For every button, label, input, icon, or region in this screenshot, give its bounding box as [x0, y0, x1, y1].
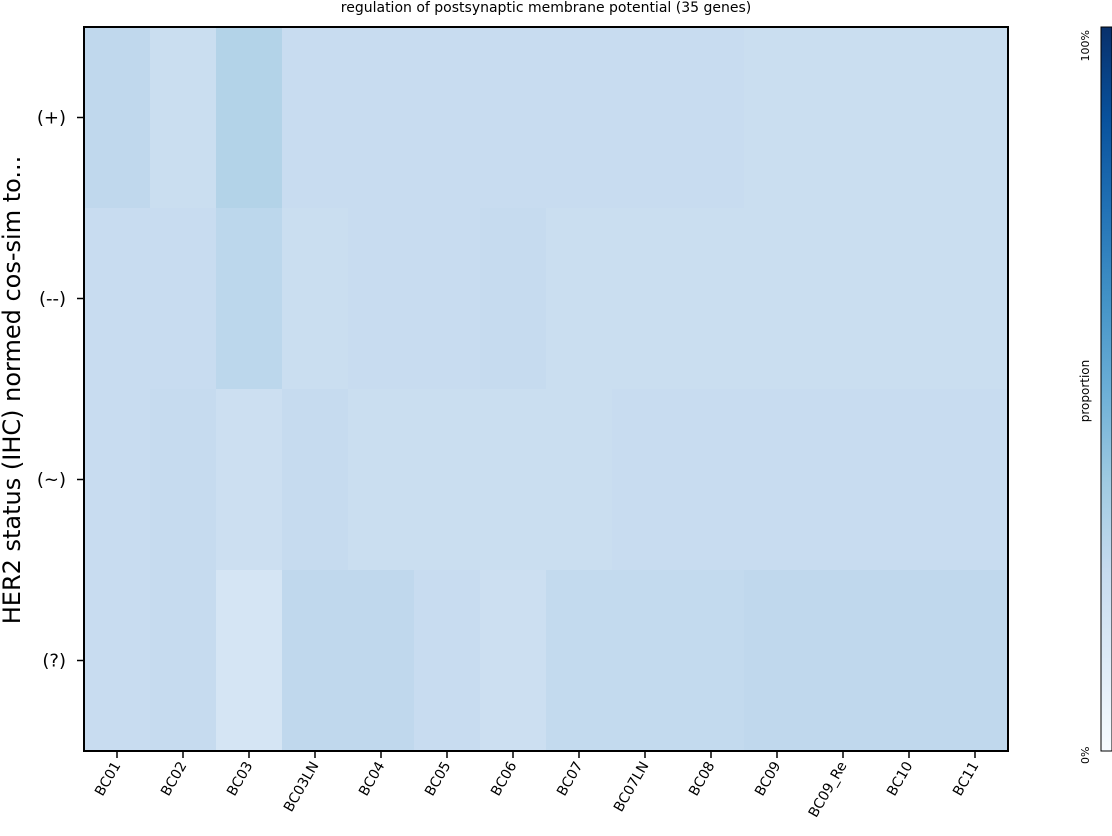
colorbar-min-label: 0% [1079, 747, 1092, 764]
y-axis-label: HER2 status (IHC) normed cos-sim to... [0, 156, 26, 625]
chart-title: regulation of postsynaptic membrane pote… [341, 0, 751, 16]
heatmap-cell [150, 570, 217, 752]
heatmap-cell [612, 27, 679, 209]
heatmap-cell [150, 208, 217, 390]
heatmap-cells [84, 27, 1009, 752]
heatmap-cell [546, 27, 613, 209]
x-tick-label: BC07 [554, 759, 586, 799]
heatmap-cell [942, 389, 1009, 571]
heatmap-cell [414, 27, 481, 209]
heatmap-cell [810, 389, 877, 571]
heatmap-cell [348, 27, 415, 209]
heatmap-cell [810, 27, 877, 209]
heatmap-cell [84, 570, 151, 752]
heatmap-cell [480, 208, 547, 390]
heatmap-cell [216, 27, 283, 209]
heatmap-cell [282, 208, 349, 390]
heatmap-cell [876, 389, 943, 571]
heatmap-cell [876, 208, 943, 390]
x-axis: BC01 BC02 BC03 BC03LN BC04 BC05 BC06 BC07 BC07LN… [92, 751, 982, 820]
x-tick-label: BC11 [950, 759, 982, 799]
heatmap-cell [678, 570, 745, 752]
heatmap-cell [84, 27, 151, 209]
heatmap-cell [414, 208, 481, 390]
y-tick-label: (+) [37, 108, 66, 129]
x-tick-label: BC01 [92, 759, 124, 799]
x-tick-label: BC03LN [281, 759, 322, 815]
x-tick-label: BC09_Re [806, 759, 851, 820]
x-tick-label: BC03 [224, 759, 256, 799]
x-tick-label: BC08 [686, 759, 718, 799]
heatmap-cell [678, 208, 745, 390]
heatmap-cell [744, 208, 811, 390]
heatmap-cell [282, 570, 349, 752]
heatmap-cell [348, 570, 415, 752]
heatmap-cell [348, 208, 415, 390]
heatmap-cell [744, 27, 811, 209]
heatmap-cell [612, 570, 679, 752]
heatmap-cell [546, 570, 613, 752]
x-tick-label: BC04 [356, 759, 388, 799]
heatmap-cell [216, 389, 283, 571]
heatmap-cell [480, 570, 547, 752]
heatmap-cell [612, 389, 679, 571]
heatmap-cell [942, 27, 1009, 209]
heatmap-cell [876, 570, 943, 752]
heatmap-cell [282, 389, 349, 571]
heatmap-cell [942, 570, 1009, 752]
heatmap-cell [150, 389, 217, 571]
y-axis: (+) (--) (~) (?) [37, 108, 84, 672]
heatmap-cell [84, 208, 151, 390]
y-tick-label: (?) [42, 651, 66, 672]
colorbar-label: proportion [1078, 360, 1092, 423]
x-tick-label: BC06 [488, 759, 520, 799]
heatmap-cell [546, 208, 613, 390]
heatmap-cell [876, 27, 943, 209]
heatmap-cell [348, 389, 415, 571]
y-tick-label: (--) [39, 289, 66, 310]
x-tick-label: BC10 [884, 759, 916, 799]
heatmap-cell [678, 27, 745, 209]
heatmap-cell [282, 27, 349, 209]
plot-frame [83, 26, 1009, 752]
heatmap-cell [744, 570, 811, 752]
x-tick-label: BC02 [158, 759, 190, 799]
heatmap-cell [546, 389, 613, 571]
heatmap-cell [480, 27, 547, 209]
heatmap-cell [480, 389, 547, 571]
heatmap-cell [150, 27, 217, 209]
heatmap-cell [810, 570, 877, 752]
x-tick-label: BC05 [422, 759, 454, 799]
heatmap-cell [414, 389, 481, 571]
heatmap-cell [414, 570, 481, 752]
heatmap-cell [216, 570, 283, 752]
x-tick-label: BC07LN [611, 759, 652, 815]
x-tick-label: BC09 [752, 759, 784, 799]
heatmap-cell [810, 208, 877, 390]
y-tick-label: (~) [37, 470, 66, 491]
heatmap-cell [84, 389, 151, 571]
colorbar-max-label: 100% [1079, 30, 1092, 61]
heatmap-cell [678, 389, 745, 571]
heatmap-cell [942, 208, 1009, 390]
heatmap-cell [216, 208, 283, 390]
heatmap-cell [612, 208, 679, 390]
colorbar [1100, 26, 1112, 752]
heatmap-cell [744, 389, 811, 571]
